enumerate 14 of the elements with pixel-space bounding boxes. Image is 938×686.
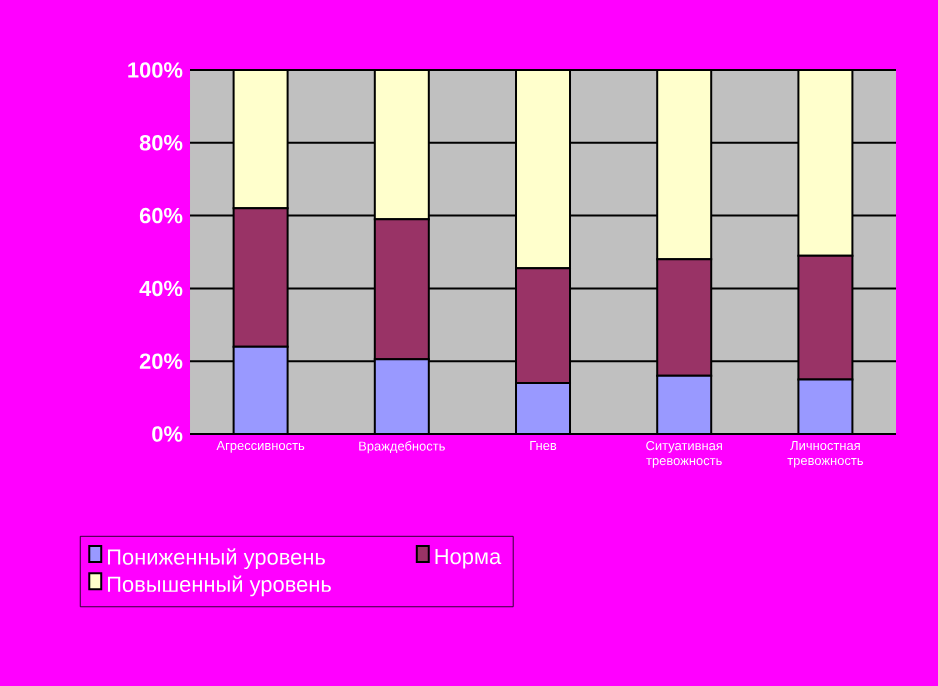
bar — [515, 382, 572, 434]
bar — [797, 378, 854, 434]
bar — [373, 358, 430, 434]
y-tick-label: 0% — [152, 426, 183, 442]
legend-label: Пониженный уровень — [107, 548, 325, 570]
bar — [656, 374, 713, 434]
y-tick-label: 100% — [128, 62, 183, 78]
legend-label: Норма — [435, 548, 502, 569]
y-tick-label: 80% — [139, 135, 183, 151]
y-tick-label: 20% — [139, 353, 183, 369]
bar — [232, 345, 289, 434]
legend-label: Повышенный уровень — [107, 575, 331, 597]
y-tick-label: 40% — [139, 280, 183, 297]
y-tick-label: 60% — [139, 207, 183, 224]
